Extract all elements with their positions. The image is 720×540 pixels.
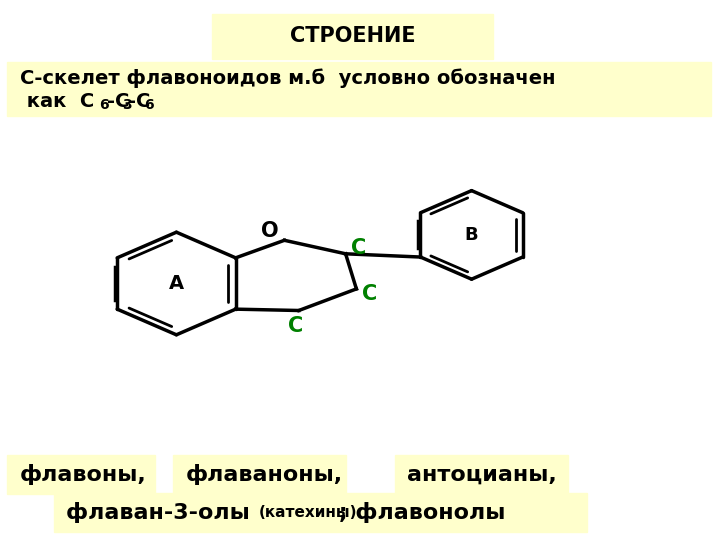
Text: 3: 3: [122, 98, 132, 112]
Text: C: C: [287, 315, 303, 336]
Text: C: C: [361, 284, 377, 305]
Text: как  С: как С: [20, 92, 94, 111]
Text: -С: -С: [128, 92, 150, 111]
Text: C: C: [351, 238, 366, 259]
Text: 6: 6: [99, 98, 109, 112]
Text: ; флавонолы: ; флавонолы: [331, 502, 505, 523]
Text: СТРОЕНИЕ: СТРОЕНИЕ: [290, 26, 415, 46]
Text: антоцианы,: антоцианы,: [407, 464, 557, 485]
Text: флавaноны,: флавaноны,: [186, 464, 343, 485]
Text: O: O: [261, 220, 279, 241]
Text: A: A: [168, 274, 184, 293]
FancyBboxPatch shape: [7, 455, 155, 494]
FancyBboxPatch shape: [54, 493, 587, 532]
Text: (катехины): (катехины): [259, 505, 358, 520]
FancyBboxPatch shape: [7, 62, 711, 116]
Text: 6: 6: [144, 98, 153, 112]
FancyBboxPatch shape: [173, 455, 346, 494]
Text: -С: -С: [107, 92, 129, 111]
FancyBboxPatch shape: [212, 14, 493, 59]
Text: С-скелет флавоноидов м.б  условно обозначен: С-скелет флавоноидов м.б условно обознач…: [20, 68, 556, 87]
Text: флавоны,: флавоны,: [20, 464, 147, 485]
Text: B: B: [465, 226, 478, 244]
FancyBboxPatch shape: [395, 455, 568, 494]
Text: флаван-3-олы: флаван-3-олы: [66, 502, 258, 523]
